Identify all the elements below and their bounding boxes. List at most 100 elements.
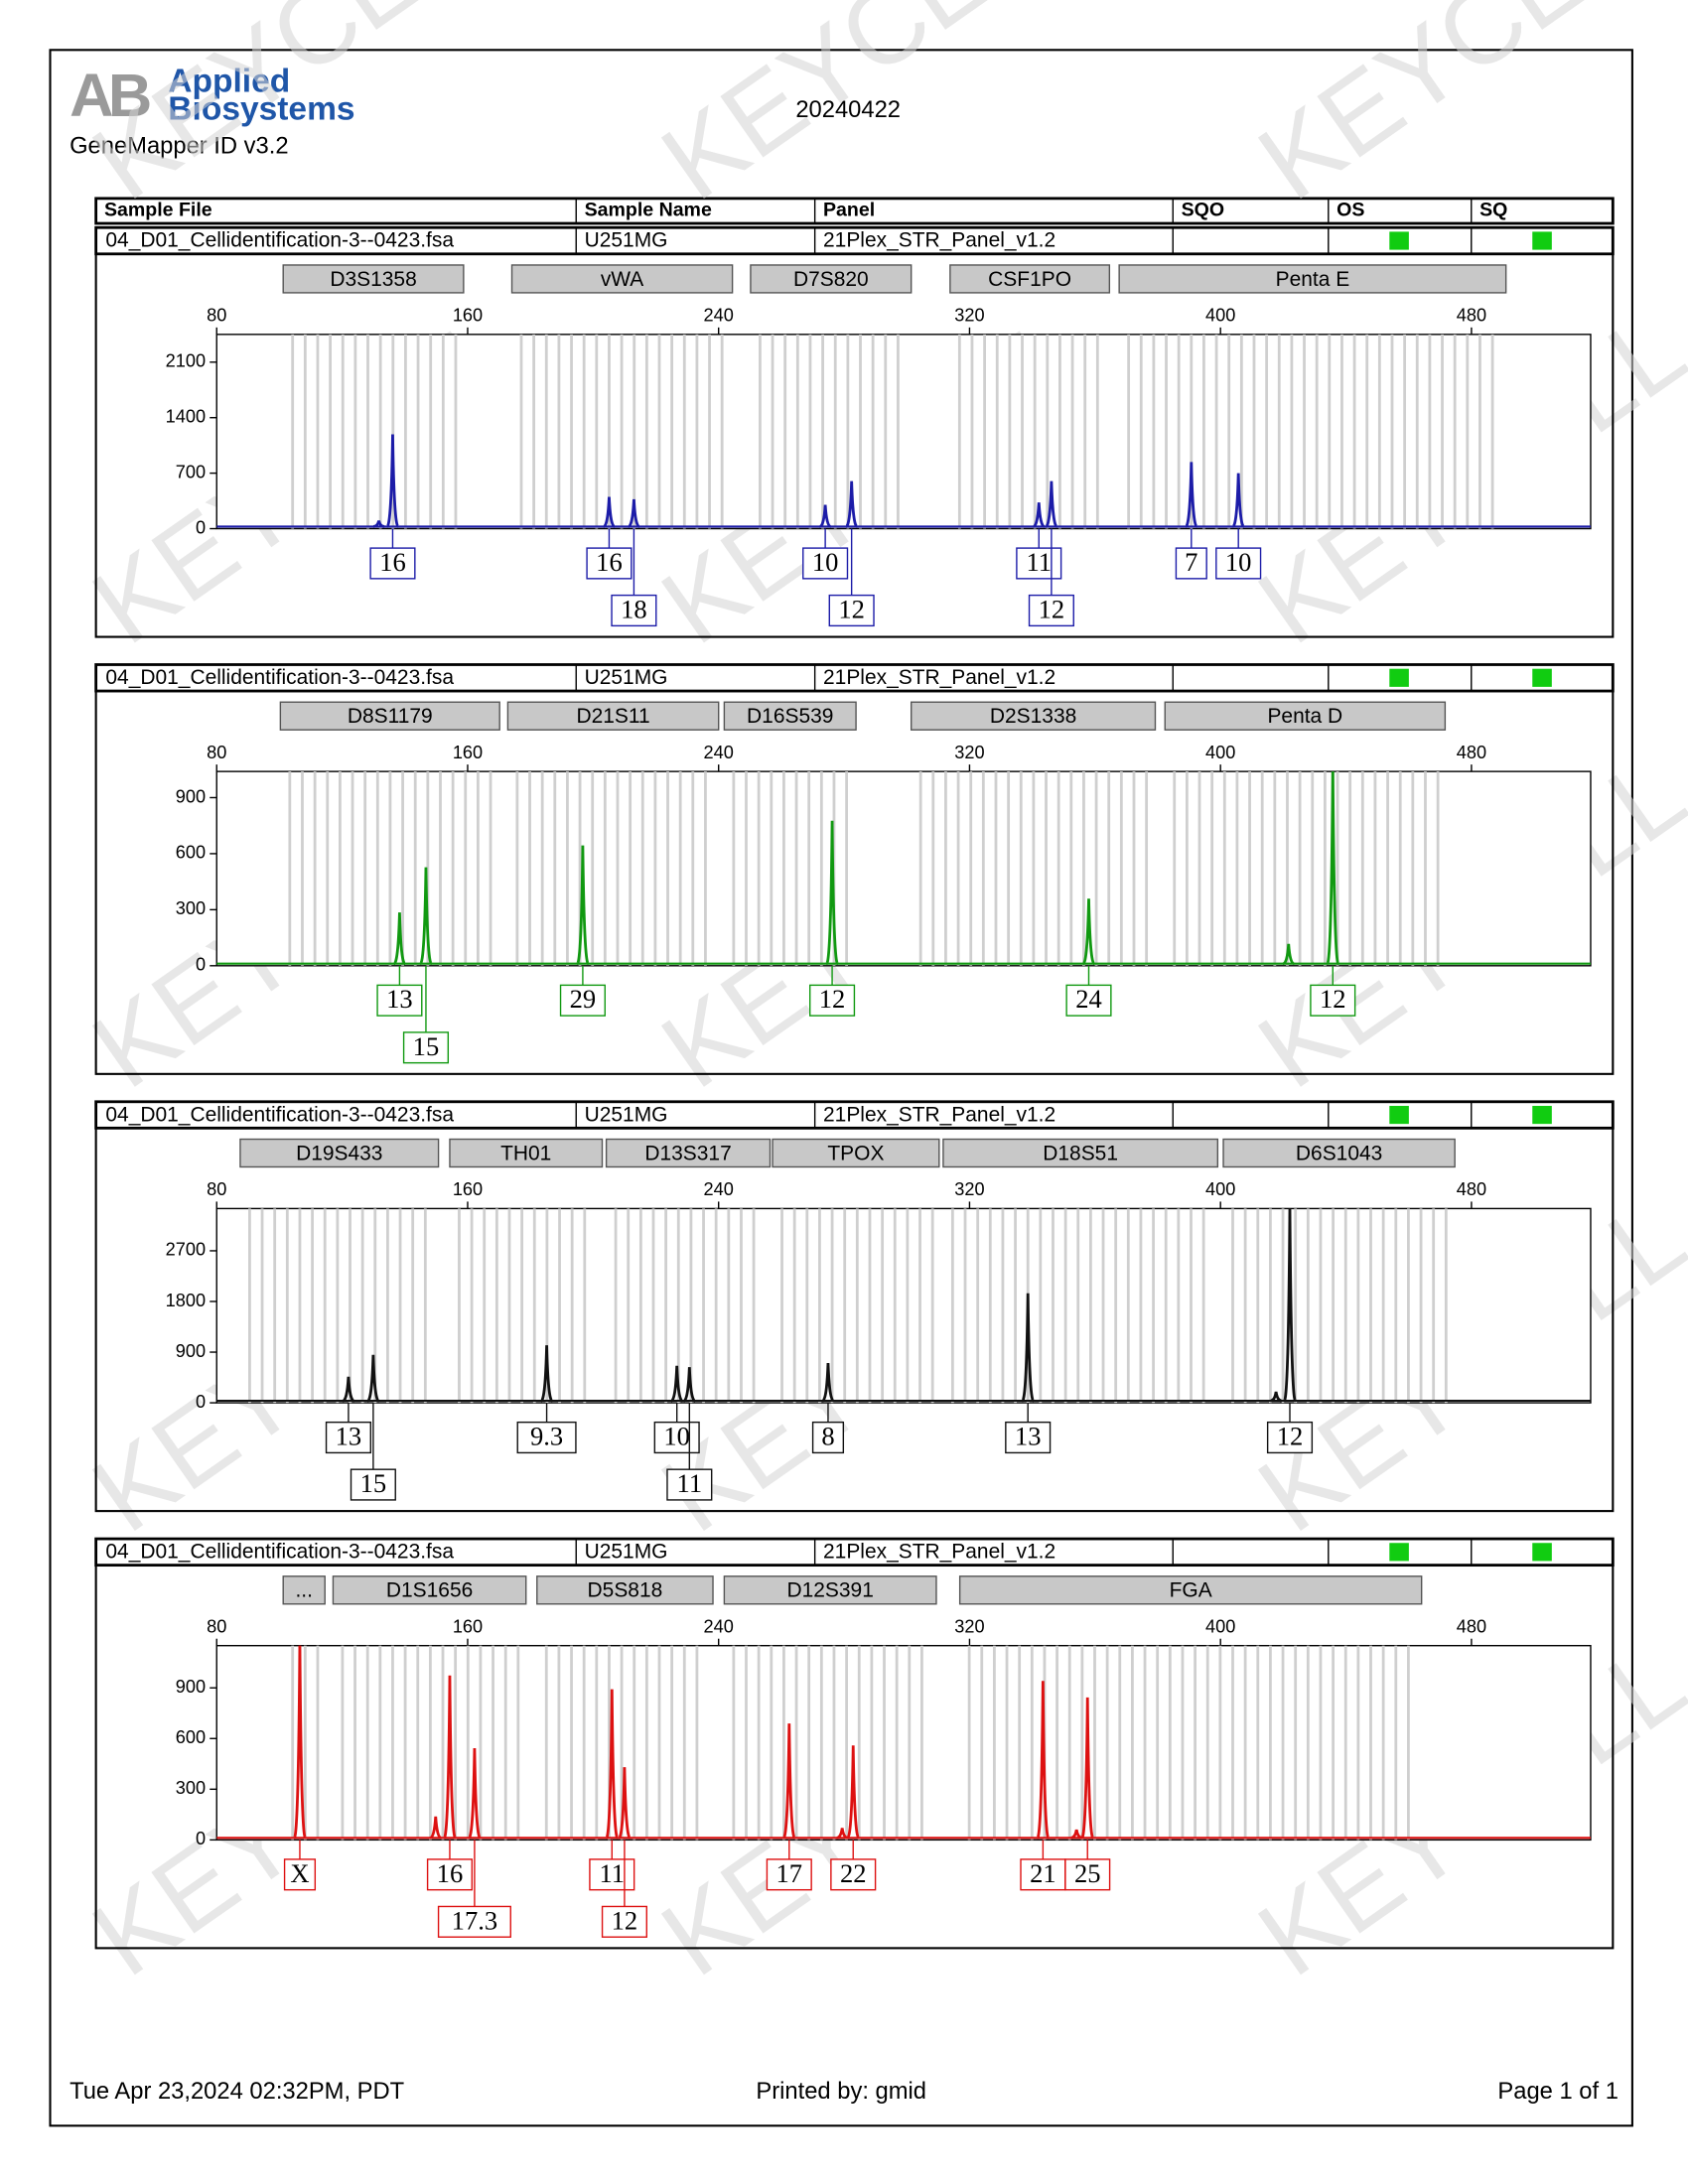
- sample-name: U251MG: [585, 1541, 668, 1564]
- marker-name: D18S51: [1043, 1142, 1118, 1164]
- peak: [539, 1345, 554, 1403]
- marker-box: [239, 1138, 440, 1168]
- x-tick-label: 320: [954, 1616, 984, 1636]
- x-tick-label: 400: [1205, 1179, 1235, 1199]
- trace: [216, 771, 1591, 966]
- allele-box: [802, 547, 849, 580]
- x-tick-label: 160: [453, 1179, 483, 1199]
- peak: [617, 1767, 632, 1840]
- sample-row: [94, 1537, 1615, 1568]
- allele-box: [1016, 547, 1062, 580]
- y-tick-label: 0: [196, 955, 206, 975]
- x-tick-label: 320: [954, 1179, 984, 1199]
- printed-by: Printed by: gmid: [756, 2078, 926, 2105]
- allele-box: [1175, 547, 1207, 580]
- allele-label: 16: [596, 547, 623, 577]
- allele-label: 12: [1039, 594, 1065, 623]
- x-tick-label: 80: [207, 743, 226, 762]
- peak: [1036, 1681, 1051, 1840]
- peak: [670, 1365, 683, 1403]
- peak: [781, 1723, 796, 1840]
- x-tick-label: 400: [1205, 743, 1235, 762]
- allele-box: [828, 594, 875, 627]
- plot-area: [215, 334, 1592, 530]
- run-date: 20240422: [795, 96, 901, 123]
- marker-name: TPOX: [827, 1142, 884, 1164]
- marker-name: ...: [295, 1579, 312, 1602]
- peak: [442, 1675, 457, 1840]
- allele-label: 29: [570, 984, 597, 1014]
- marker-box: [510, 264, 734, 294]
- allele-box: [1065, 984, 1112, 1017]
- panel-name: 21Plex_STR_Panel_v1.2: [823, 1541, 1055, 1564]
- peak: [366, 1354, 380, 1403]
- plot-area: [215, 1207, 1592, 1404]
- marker-name: D13S317: [644, 1142, 731, 1164]
- allele-box: [1028, 594, 1074, 627]
- allele-label: 15: [413, 1031, 440, 1061]
- os-flag: [1389, 1105, 1409, 1125]
- allele-box: [1310, 984, 1356, 1017]
- x-tick-label: 480: [1457, 1179, 1486, 1199]
- sample-file: 04_D01_Cellidentification-3--0423.fsa: [105, 1541, 454, 1564]
- logo-top: Applied: [168, 64, 290, 100]
- print-date: Tue Apr 23,2024 02:32PM, PDT: [70, 2078, 404, 2105]
- x-tick-label: 480: [1457, 743, 1486, 762]
- y-tick-label: 900: [176, 786, 206, 806]
- sample-file: 04_D01_Cellidentification-3--0423.fsa: [105, 666, 454, 689]
- allele-box: [766, 1858, 812, 1891]
- marker-box: [282, 1575, 326, 1605]
- y-tick-label: 300: [176, 1778, 206, 1798]
- marker-name: D21S11: [576, 705, 649, 728]
- page-number: Page 1 of 1: [1497, 2078, 1618, 2105]
- marker-box: [949, 264, 1111, 294]
- marker-name: D2S1338: [990, 705, 1076, 728]
- marker-name: vWA: [601, 268, 643, 291]
- peak: [846, 1745, 861, 1840]
- allele-label: 12: [838, 594, 865, 623]
- allele-label: 24: [1075, 984, 1102, 1014]
- allele-box: [1266, 1421, 1314, 1454]
- marker-box: [506, 701, 720, 731]
- panel-name: 21Plex_STR_Panel_v1.2: [823, 1103, 1055, 1126]
- y-tick-label: 1800: [166, 1291, 206, 1310]
- x-tick-label: 80: [207, 305, 226, 325]
- y-tick-label: 700: [176, 462, 206, 481]
- allele-box: [350, 1468, 396, 1501]
- x-tick-label: 240: [704, 743, 734, 762]
- y-tick-label: 600: [176, 843, 206, 863]
- allele-box: [601, 1905, 647, 1938]
- allele-label: 11: [1026, 547, 1052, 577]
- allele-label: 12: [819, 984, 846, 1014]
- y-tick-label: 0: [196, 1829, 206, 1848]
- peak: [292, 1645, 307, 1840]
- marker-box: [750, 264, 913, 294]
- panel: 04_D01_Cellidentification-3--0423.fsa U25…: [94, 225, 1615, 638]
- marker-box: [1164, 701, 1447, 731]
- allele-box: [809, 984, 856, 1017]
- marker-name: FGA: [1170, 1579, 1212, 1602]
- sample-name: U251MG: [585, 666, 668, 689]
- allele-label: 25: [1074, 1858, 1101, 1888]
- os-flag: [1389, 231, 1409, 250]
- peak: [1270, 1391, 1282, 1403]
- sample-row: [94, 225, 1615, 256]
- marker-name: D19S433: [296, 1142, 382, 1164]
- marker-box: [536, 1575, 714, 1605]
- column-header: OS: [1336, 200, 1364, 221]
- x-tick-label: 240: [704, 305, 734, 325]
- peak: [1070, 1829, 1082, 1840]
- logo-bottom: Biosystems: [168, 91, 354, 128]
- peak: [1231, 473, 1246, 528]
- panel: 04_D01_Cellidentification-3--0423.fsa U25…: [94, 1100, 1615, 1513]
- column-header: Sample Name: [585, 200, 712, 221]
- marker-name: D16S539: [747, 705, 833, 728]
- allele-box: [559, 984, 606, 1017]
- os-flag: [1389, 1543, 1409, 1562]
- trace: [216, 434, 1591, 528]
- marker-name: Penta D: [1267, 705, 1342, 728]
- allele-label: 17.3: [452, 1905, 497, 1935]
- y-tick-label: 1400: [166, 407, 206, 427]
